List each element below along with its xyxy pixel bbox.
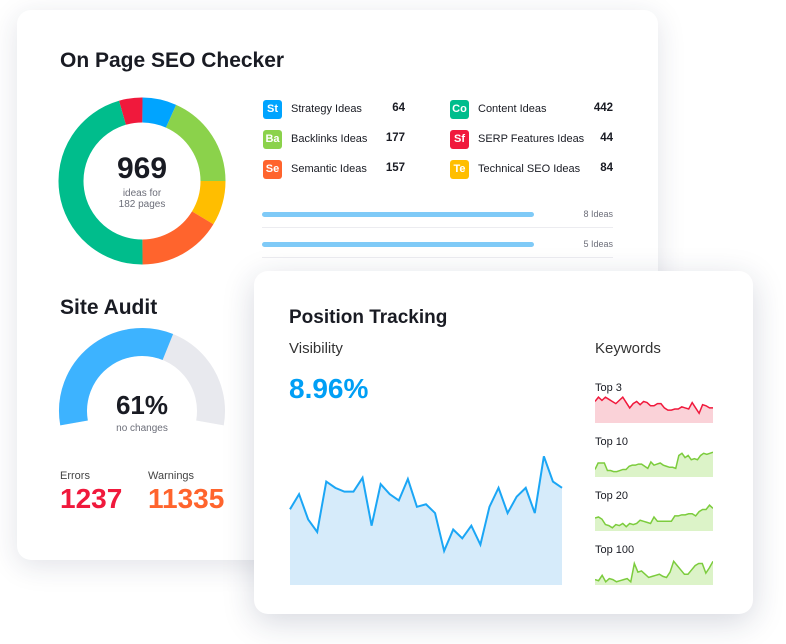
audit-sub: no changes xyxy=(116,423,168,434)
idea-item[interactable]: St Strategy Ideas xyxy=(263,99,362,119)
donut-segment[interactable] xyxy=(141,97,177,128)
sparkline-line xyxy=(595,559,713,584)
warnings-label: Warnings xyxy=(148,470,195,482)
divider xyxy=(262,257,613,258)
gauge-fill xyxy=(59,328,174,426)
idea-label: Semantic Ideas xyxy=(291,163,367,175)
idea-badge-icon: Ba xyxy=(263,129,282,149)
idea-item[interactable]: Te Technical SEO Ideas xyxy=(450,159,580,179)
ideas-donut xyxy=(58,97,226,265)
idea-label: Content Ideas xyxy=(478,103,547,115)
divider xyxy=(262,227,613,228)
keyword-label: Top 3 xyxy=(595,382,622,394)
idea-value: 442 xyxy=(593,102,613,114)
ideas-sub1: ideas for xyxy=(122,188,162,199)
keyword-sparkline xyxy=(595,395,713,423)
errors-value[interactable]: 1237 xyxy=(60,483,123,514)
sparkline-line xyxy=(595,395,713,415)
keyword-label: Top 100 xyxy=(595,544,635,556)
errors-label: Errors xyxy=(60,470,90,482)
donut-segment[interactable] xyxy=(118,97,143,125)
sparkline-area xyxy=(595,561,713,585)
sparkline-line xyxy=(595,451,713,473)
sparkline-area xyxy=(595,397,713,423)
visibility-chart xyxy=(289,455,563,585)
idea-label: Strategy Ideas xyxy=(291,103,362,115)
visibility-value: 8.96% xyxy=(289,373,369,404)
idea-label: Technical SEO Ideas xyxy=(478,163,581,175)
sparkline-line xyxy=(595,504,713,529)
keyword-label: Top 10 xyxy=(595,436,629,448)
sparkline-area xyxy=(595,452,713,477)
keyword-sparkline xyxy=(595,451,713,477)
idea-label: SERP Features Ideas xyxy=(478,133,585,145)
idea-badge-icon: Se xyxy=(263,159,282,179)
idea-item[interactable]: Se Semantic Ideas xyxy=(263,159,367,179)
donut-segment[interactable] xyxy=(141,210,214,265)
idea-value: 84 xyxy=(600,162,613,174)
idea-row-bar xyxy=(262,212,534,217)
idea-value: 44 xyxy=(600,132,613,144)
idea-row-label: 5 Ideas xyxy=(583,239,613,249)
keywords-label: Keywords xyxy=(595,340,661,357)
donut-segment[interactable] xyxy=(165,104,226,182)
idea-value: 177 xyxy=(385,132,405,144)
idea-badge-icon: St xyxy=(263,99,282,119)
idea-item[interactable]: Co Content Ideas xyxy=(450,99,547,119)
donut-segment[interactable] xyxy=(191,180,226,225)
idea-badge-icon: Te xyxy=(450,159,469,179)
audit-percent: 61% xyxy=(115,390,169,420)
donut-segment[interactable] xyxy=(58,100,143,265)
idea-item[interactable]: Ba Backlinks Ideas xyxy=(263,129,367,149)
idea-value: 64 xyxy=(392,102,405,114)
warnings-value[interactable]: 11335 xyxy=(148,483,225,514)
tracking-title: Position Tracking xyxy=(289,307,448,328)
site-audit-gauge xyxy=(59,328,225,426)
visibility-area xyxy=(290,456,562,585)
ideas-sub2: 182 pages xyxy=(118,199,166,210)
keyword-sparkline xyxy=(595,559,713,585)
idea-item[interactable]: Sf SERP Features Ideas xyxy=(450,129,584,149)
keyword-label: Top 20 xyxy=(595,490,629,502)
visibility-line xyxy=(289,455,563,555)
site-audit-title: Site Audit xyxy=(60,296,158,319)
visibility-label: Visibility xyxy=(289,340,343,357)
idea-value: 157 xyxy=(385,162,405,174)
idea-row-bar xyxy=(262,242,534,247)
ideas-total: 969 xyxy=(116,152,168,185)
idea-row-label: 8 Ideas xyxy=(583,209,613,219)
idea-label: Backlinks Ideas xyxy=(291,133,368,145)
idea-badge-icon: Sf xyxy=(450,129,469,149)
position-tracking-card: Position Tracking Visibility 8.96% Keywo… xyxy=(254,271,753,614)
idea-badge-icon: Co xyxy=(450,99,469,119)
seo-title: On Page SEO Checker xyxy=(60,49,285,72)
keyword-sparkline xyxy=(595,504,713,531)
